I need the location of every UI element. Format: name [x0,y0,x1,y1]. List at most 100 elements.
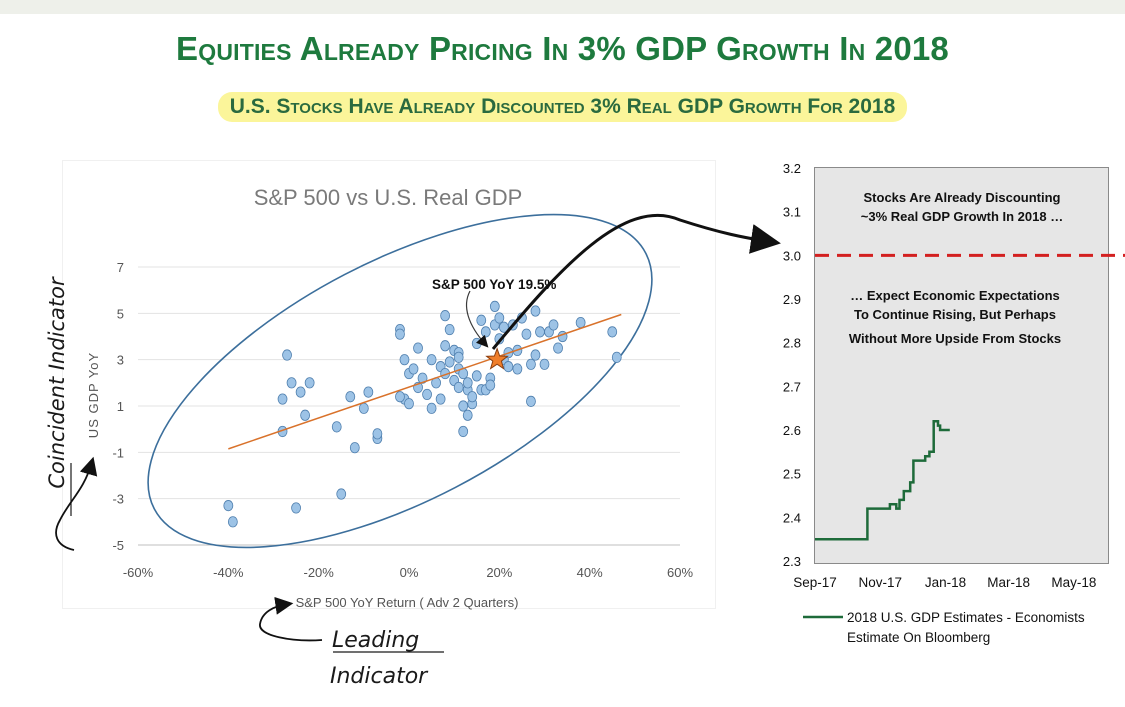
scatter-point [300,409,311,421]
gdp-annotation-top-1: Stocks Are Already Discounting [864,190,1061,205]
scatter-point [512,363,523,375]
scatter-y-tick-label: -5 [112,538,124,553]
scatter-point [462,409,473,421]
scatter-point [444,356,455,368]
gdp-x-tick-label: Mar-18 [987,575,1030,590]
scatter-x-tick-label: 0% [400,565,419,580]
scatter-point [485,379,496,391]
scatter-x-label: S&P 500 YoY Return ( Adv 2 Quarters) [296,595,519,610]
scatter-point [417,372,428,384]
coincident-indicator-label: Coincident Indicator [45,276,69,489]
star-marker [485,347,509,370]
gdp-estimate-line [815,420,950,541]
scatter-point [372,428,383,440]
scatter-point [395,328,405,340]
scatter-point [575,316,586,329]
scatter-x-tick-label: -60% [123,565,154,580]
scatter-point [282,349,292,361]
gdp-y-tick-label: 2.3 [783,554,801,569]
scatter-point [548,319,559,331]
scatter-y-tick-label: 5 [117,306,124,321]
scatter-point [331,421,342,433]
scatter-point [440,310,451,322]
page-subtitle: U.S. Stocks Have Already Discounted 3% R… [217,92,908,122]
scatter-point [526,395,536,407]
scatter-point [539,358,550,370]
scatter-point [444,323,455,336]
scatter-point [521,328,532,340]
leading-indicator-label-1: Leading [332,628,419,653]
gdp-y-tick-label: 2.5 [783,467,801,482]
scatter-point [462,377,473,389]
scatter-point [395,391,405,403]
scatter-point [480,326,491,338]
scatter-point [489,300,500,312]
scatter-point [607,326,618,338]
scatter-point [553,342,563,354]
scatter-point [404,398,414,410]
scatter-x-tick-label: -20% [303,565,334,580]
scatter-point [453,351,464,363]
scatter-x-tick-label: -40% [213,565,244,580]
scatter-point [440,340,451,352]
scatter-y-tick-label: -3 [112,492,124,507]
scatter-points [223,300,622,528]
star-label: S&P 500 YoY 19.5% [432,277,556,292]
scatter-point [530,349,541,361]
scatter-point [413,342,423,354]
gdp-x-tick-label: Jan-18 [925,575,966,590]
gdp-x-ticks: Sep-17 Nov-17 Jan-18 Mar-18 May-18 [793,575,1096,590]
scatter-point [471,337,482,350]
scatter-point [494,312,505,324]
scatter-y-tick-label: 3 [117,353,124,368]
scatter-point [399,354,410,366]
scatter-point [611,351,622,363]
gdp-y-tick-label: 2.7 [783,379,801,394]
leading-indicator-label-2: Indicator [330,664,429,689]
gdp-chart-panel [814,167,1109,564]
gdp-x-tick-label: Nov-17 [858,575,902,590]
scatter-point [295,386,306,398]
scatter-point [435,393,446,405]
confidence-ellipse [147,213,653,549]
subtitle-container: U.S. Stocks Have Already Discounted 3% R… [0,92,1125,122]
scatter-point [498,321,509,333]
scatter-x-ticks: -60% -40% -20% 0% 20% 40% 60% [123,565,694,580]
scatter-point [223,500,234,512]
scatter-point [277,393,288,405]
coincident-arrow [55,456,98,551]
scatter-point [336,488,347,500]
scatter-point [422,388,432,401]
gdp-annotation-mid-3: Without More Upside From Stocks [849,331,1061,346]
scatter-point [458,425,469,438]
gdp-y-tick-label: 2.4 [783,510,801,525]
scatter-x-tick-label: 20% [486,565,512,580]
gdp-y-tick-label: 2.6 [783,423,801,438]
scatter-point [471,370,482,382]
gdp-y-tick-label: 3.0 [783,248,801,263]
scatter-point [304,377,315,389]
gdp-annotation-mid-2: To Continue Rising, But Perhaps [854,307,1056,322]
gdp-legend-line-2: Estimate On Bloomberg [847,630,990,645]
trendline [228,313,622,450]
scatter-point [494,333,505,345]
star-label-pointer [465,290,489,348]
page-title: Equities Already Pricing In 3% GDP Growt… [176,30,949,67]
connector-arrow [491,213,781,350]
scatter-title: S&P 500 vs U.S. Real GDP [254,185,523,210]
scatter-point [467,391,478,403]
scatter-point [426,354,437,366]
scatter-point [530,305,541,317]
gdp-y-tick-label: 2.9 [783,292,801,307]
scatter-point [358,402,369,414]
top-banner [0,0,1125,14]
scatter-point [291,502,301,514]
scatter-point [408,363,419,375]
gdp-x-tick-label: May-18 [1051,575,1096,590]
gdp-y-ticks: 2.3 2.4 2.5 2.6 2.7 2.8 2.9 3.0 3.1 3.2 [783,161,801,569]
scatter-point [458,400,469,412]
scatter-point [476,314,487,326]
gdp-x-tick-label: Sep-17 [793,575,837,590]
gdp-legend-line-1: 2018 U.S. GDP Estimates - Economists [847,610,1085,625]
